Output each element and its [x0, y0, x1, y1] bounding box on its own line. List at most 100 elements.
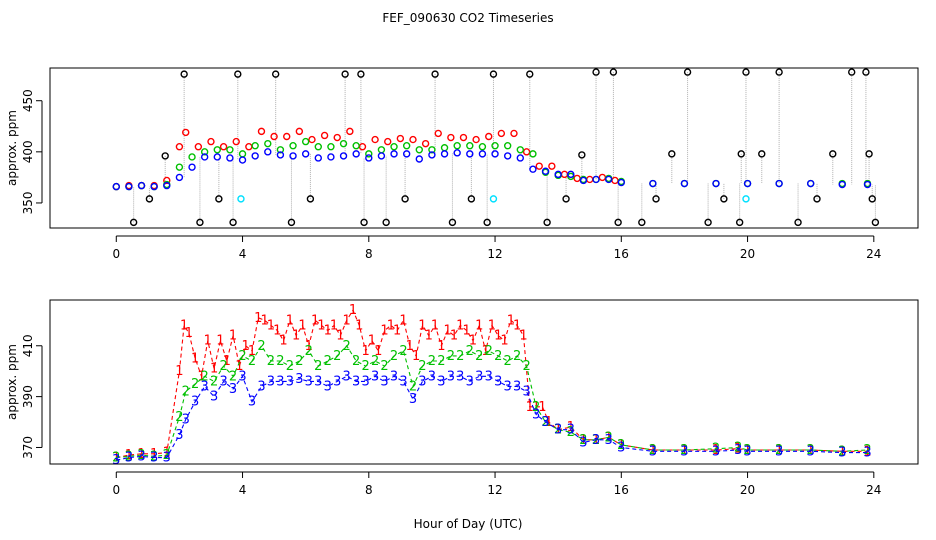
- series-marker-2: 2: [485, 344, 493, 359]
- series-marker-1: 1: [863, 444, 871, 459]
- data-point-red: [573, 174, 581, 183]
- data-point-green: [175, 163, 184, 171]
- data-point-green: [529, 150, 537, 158]
- data-point-red: [434, 129, 442, 138]
- plot-frame: [49, 299, 919, 465]
- series-marker-2: 2: [248, 354, 256, 369]
- data-point-green: [415, 146, 423, 154]
- y-axis-label: approx. ppm: [5, 344, 19, 420]
- data-point-red: [232, 137, 240, 146]
- series-marker-3: 3: [743, 444, 751, 459]
- data-point-cyan: [742, 195, 750, 203]
- data-point-green: [390, 143, 398, 151]
- data-point-blue: [327, 153, 335, 161]
- series-marker-1: 1: [469, 334, 477, 349]
- data-point-black: [129, 218, 138, 227]
- series-marker-3: 3: [380, 374, 388, 389]
- series-marker-3: 3: [680, 444, 688, 459]
- series-marker-1: 1: [330, 318, 338, 333]
- data-point-blue: [365, 154, 373, 162]
- data-point-blue: [402, 150, 411, 158]
- y-axis: 350 400 450: [21, 89, 43, 214]
- data-point-blue: [377, 152, 386, 160]
- series-marker-1: 1: [185, 326, 193, 341]
- series-marker-3: 3: [125, 451, 133, 466]
- data-point-green: [377, 146, 386, 154]
- series-marker-1: 1: [223, 354, 231, 369]
- series-marker-3: 3: [649, 444, 657, 459]
- data-point-green: [289, 141, 297, 150]
- data-point-red: [371, 135, 379, 144]
- x-tick-label: 20: [740, 483, 755, 497]
- plot-frame: [49, 67, 919, 229]
- data-point-blue: [567, 170, 575, 179]
- data-point-black: [483, 218, 491, 227]
- data-point-green: [365, 150, 373, 158]
- data-point-black: [638, 218, 646, 227]
- data-point-red: [333, 133, 341, 142]
- series-marker-3: 3: [191, 395, 199, 410]
- data-point-red: [358, 143, 367, 151]
- data-point-green: [238, 150, 247, 158]
- data-point-red: [219, 143, 228, 151]
- series-marker-1: 1: [743, 443, 751, 458]
- series-marker-1: 1: [368, 334, 376, 349]
- series-line-3: [116, 375, 868, 461]
- data-point-black: [775, 68, 783, 76]
- data-point-black: [145, 195, 154, 203]
- data-point-black: [229, 218, 237, 227]
- data-point-blue: [516, 154, 524, 162]
- series-marker-1: 1: [579, 433, 587, 448]
- series-marker-3: 3: [504, 379, 512, 394]
- series-marker-2: 2: [333, 349, 341, 364]
- series-marker-3: 3: [175, 428, 183, 443]
- data-point-red: [421, 139, 430, 148]
- series-marker-2: 2: [399, 344, 407, 359]
- series-marker-3: 3: [617, 440, 625, 455]
- data-point-green: [264, 139, 272, 148]
- series-marker-1: 1: [311, 313, 319, 328]
- data-point-green: [491, 141, 499, 150]
- series-marker-3: 3: [513, 379, 521, 394]
- series-marker-1: 1: [286, 313, 294, 328]
- series-marker-3: 3: [238, 369, 246, 384]
- data-point-black: [180, 70, 188, 78]
- series-marker-1: 1: [298, 318, 306, 333]
- data-point-red: [598, 173, 607, 182]
- data-point-black: [271, 70, 280, 78]
- series-marker-3: 3: [466, 374, 474, 389]
- series-marker-1: 1: [204, 334, 212, 349]
- x-axis: 0 4 8 12 16 20 24: [112, 471, 881, 497]
- series-marker-3: 3: [137, 449, 145, 464]
- series-marker-2: 2: [428, 354, 436, 369]
- series-marker-2: 2: [380, 359, 388, 374]
- series-marker-2: 2: [324, 354, 332, 369]
- series-marker-2: 2: [680, 443, 688, 458]
- x-axis: 0 4 8 12 16 20 24: [112, 235, 881, 261]
- data-point-blue: [150, 182, 158, 191]
- series-marker-1: 1: [229, 329, 237, 344]
- data-point-blue: [137, 181, 146, 190]
- series-marker-2: 2: [257, 339, 265, 354]
- data-point-black: [794, 218, 802, 227]
- series-marker-3: 3: [333, 374, 341, 389]
- data-point-black: [234, 70, 242, 78]
- data-point-red: [320, 131, 329, 140]
- series-marker-3: 3: [150, 451, 158, 466]
- data-point-green: [478, 143, 487, 151]
- series-marker-1: 1: [125, 448, 133, 463]
- series-black: [129, 68, 880, 227]
- series-marker-3: 3: [248, 395, 256, 410]
- series-marker-3: 3: [267, 374, 275, 389]
- series-marker-1: 1: [279, 334, 287, 349]
- data-point-blue: [617, 178, 626, 187]
- data-point-red: [485, 132, 493, 141]
- series-marker-2: 2: [734, 440, 742, 455]
- data-point-green: [327, 143, 335, 151]
- series-marker-1: 1: [150, 447, 158, 462]
- data-point-red: [346, 127, 354, 136]
- data-point-blue: [428, 151, 436, 159]
- data-point-green: [440, 144, 449, 152]
